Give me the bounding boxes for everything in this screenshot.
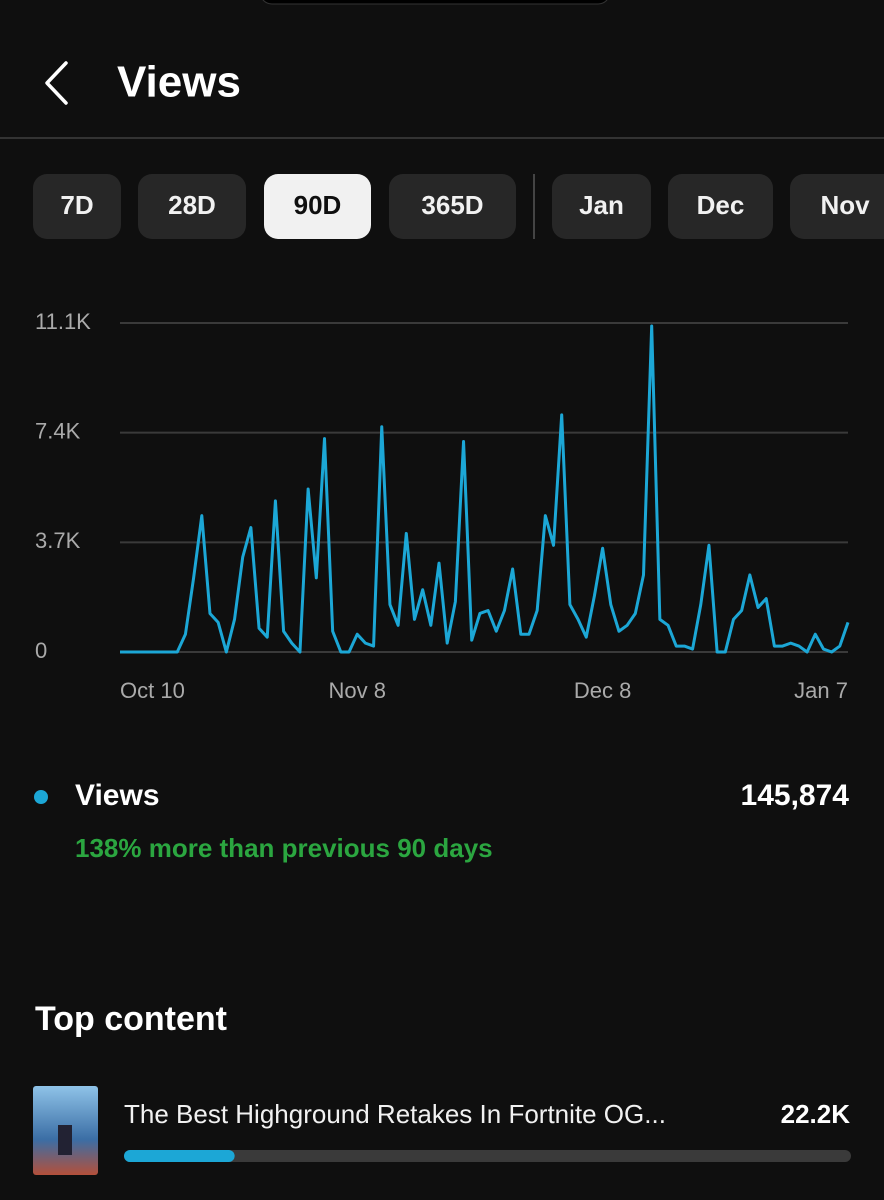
- tab-background[interactable]: [668, 174, 773, 239]
- legend-dot: [34, 790, 48, 804]
- tab[interactable]: 365D: [389, 174, 516, 239]
- tab-label[interactable]: 365D: [421, 190, 483, 220]
- tab-background[interactable]: [264, 174, 371, 239]
- back-icon[interactable]: [45, 61, 68, 105]
- tab-bar: 7D 28D 90D 365D Jan Dec Nov: [33, 174, 884, 239]
- progress-fill[interactable]: [124, 1150, 235, 1162]
- content-value[interactable]: 22.2K: [781, 1099, 851, 1129]
- tab[interactable]: Nov: [790, 174, 884, 239]
- tab-label[interactable]: 28D: [168, 190, 216, 220]
- tab-label[interactable]: 90D: [294, 190, 342, 220]
- tab-label[interactable]: 7D: [60, 190, 93, 220]
- progress-track[interactable]: [124, 1150, 851, 1162]
- metric-total: 145,874: [741, 779, 850, 812]
- tab-background[interactable]: [138, 174, 246, 239]
- content-row[interactable]: The Best Highground Retakes In Fortnite …: [33, 1086, 851, 1175]
- tab-background[interactable]: [389, 174, 516, 239]
- tab-label[interactable]: Nov: [820, 190, 870, 220]
- tab-label[interactable]: Jan: [579, 190, 624, 220]
- top-content: The Best Highground Retakes In Fortnite …: [33, 1086, 851, 1175]
- back-button[interactable]: [30, 50, 85, 115]
- x-tick-label: Nov 8: [328, 678, 385, 703]
- tab[interactable]: Jan: [552, 174, 651, 239]
- y-tick-label: 3.7K: [35, 528, 81, 553]
- tab-background[interactable]: [33, 174, 121, 239]
- back-hit-area[interactable]: [30, 50, 85, 115]
- tab[interactable]: 28D: [138, 174, 246, 239]
- summary: Views 145,874 138% more than previous 90 d…: [34, 779, 849, 863]
- notch: [262, 0, 608, 5]
- section-heading: Top content: [35, 1000, 227, 1038]
- metric-label: Views: [75, 779, 160, 812]
- y-tick-label: 11.1K: [35, 309, 91, 334]
- x-tick-label: Jan 7: [794, 678, 848, 703]
- tab-background[interactable]: [552, 174, 651, 239]
- page-title: Views: [117, 58, 241, 107]
- data-line: [120, 324, 850, 654]
- metric-change: 138% more than previous 90 days: [75, 833, 493, 863]
- tab-background[interactable]: [790, 174, 884, 239]
- tab-label[interactable]: Dec: [697, 190, 745, 220]
- y-tick-label: 7.4K: [35, 418, 81, 443]
- tab[interactable]: 90D: [264, 174, 371, 239]
- tab[interactable]: 7D: [33, 174, 121, 239]
- thumbnail-figure[interactable]: [58, 1125, 72, 1155]
- x-tick-label: Dec 8: [574, 678, 631, 703]
- tab[interactable]: Dec: [668, 174, 773, 239]
- y-tick-label: 0: [35, 638, 47, 663]
- content-title[interactable]: The Best Highground Retakes In Fortnite …: [124, 1099, 666, 1129]
- chart: 0 3.7K 7.4K 11.1K Oct 10 Nov 8 Dec 8 Jan 7: [35, 309, 850, 703]
- x-tick-label: Oct 10: [120, 678, 185, 703]
